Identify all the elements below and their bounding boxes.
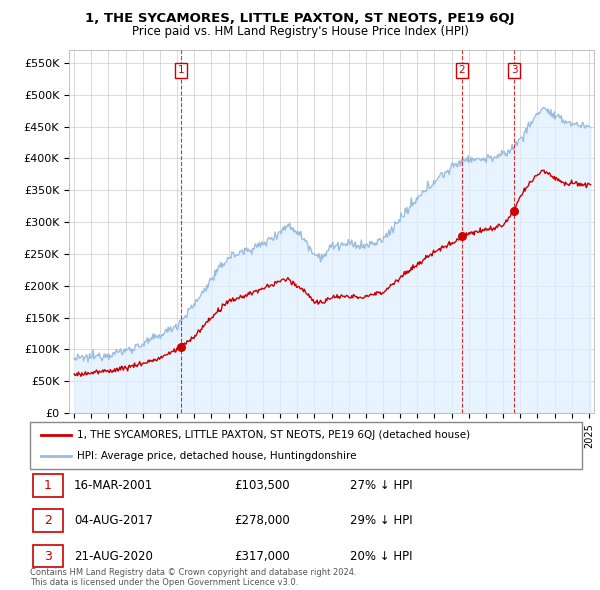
Text: £103,500: £103,500: [234, 478, 290, 492]
Text: 1: 1: [44, 478, 52, 492]
Text: HPI: Average price, detached house, Huntingdonshire: HPI: Average price, detached house, Hunt…: [77, 451, 356, 461]
Text: 21-AUG-2020: 21-AUG-2020: [74, 549, 153, 563]
Point: [509, 206, 519, 216]
Text: 27% ↓ HPI: 27% ↓ HPI: [350, 478, 413, 492]
Text: 2: 2: [458, 65, 465, 75]
Text: This data is licensed under the Open Government Licence v3.0.: This data is licensed under the Open Gov…: [30, 578, 298, 587]
Point: [457, 231, 467, 241]
Text: 1, THE SYCAMORES, LITTLE PAXTON, ST NEOTS, PE19 6QJ (detached house): 1, THE SYCAMORES, LITTLE PAXTON, ST NEOT…: [77, 430, 470, 440]
Text: 2: 2: [44, 514, 52, 527]
Text: Price paid vs. HM Land Registry's House Price Index (HPI): Price paid vs. HM Land Registry's House …: [131, 25, 469, 38]
FancyBboxPatch shape: [33, 474, 63, 497]
Text: 3: 3: [511, 65, 518, 75]
Text: Contains HM Land Registry data © Crown copyright and database right 2024.: Contains HM Land Registry data © Crown c…: [30, 568, 356, 577]
FancyBboxPatch shape: [33, 509, 63, 532]
FancyBboxPatch shape: [33, 545, 63, 568]
Text: 04-AUG-2017: 04-AUG-2017: [74, 514, 153, 527]
Text: 3: 3: [44, 549, 52, 563]
Text: 16-MAR-2001: 16-MAR-2001: [74, 478, 154, 492]
Text: £278,000: £278,000: [234, 514, 290, 527]
Point: [176, 342, 185, 352]
Text: 1, THE SYCAMORES, LITTLE PAXTON, ST NEOTS, PE19 6QJ: 1, THE SYCAMORES, LITTLE PAXTON, ST NEOT…: [85, 12, 515, 25]
Text: 20% ↓ HPI: 20% ↓ HPI: [350, 549, 413, 563]
Text: 29% ↓ HPI: 29% ↓ HPI: [350, 514, 413, 527]
Text: 1: 1: [178, 65, 184, 75]
Text: £317,000: £317,000: [234, 549, 290, 563]
